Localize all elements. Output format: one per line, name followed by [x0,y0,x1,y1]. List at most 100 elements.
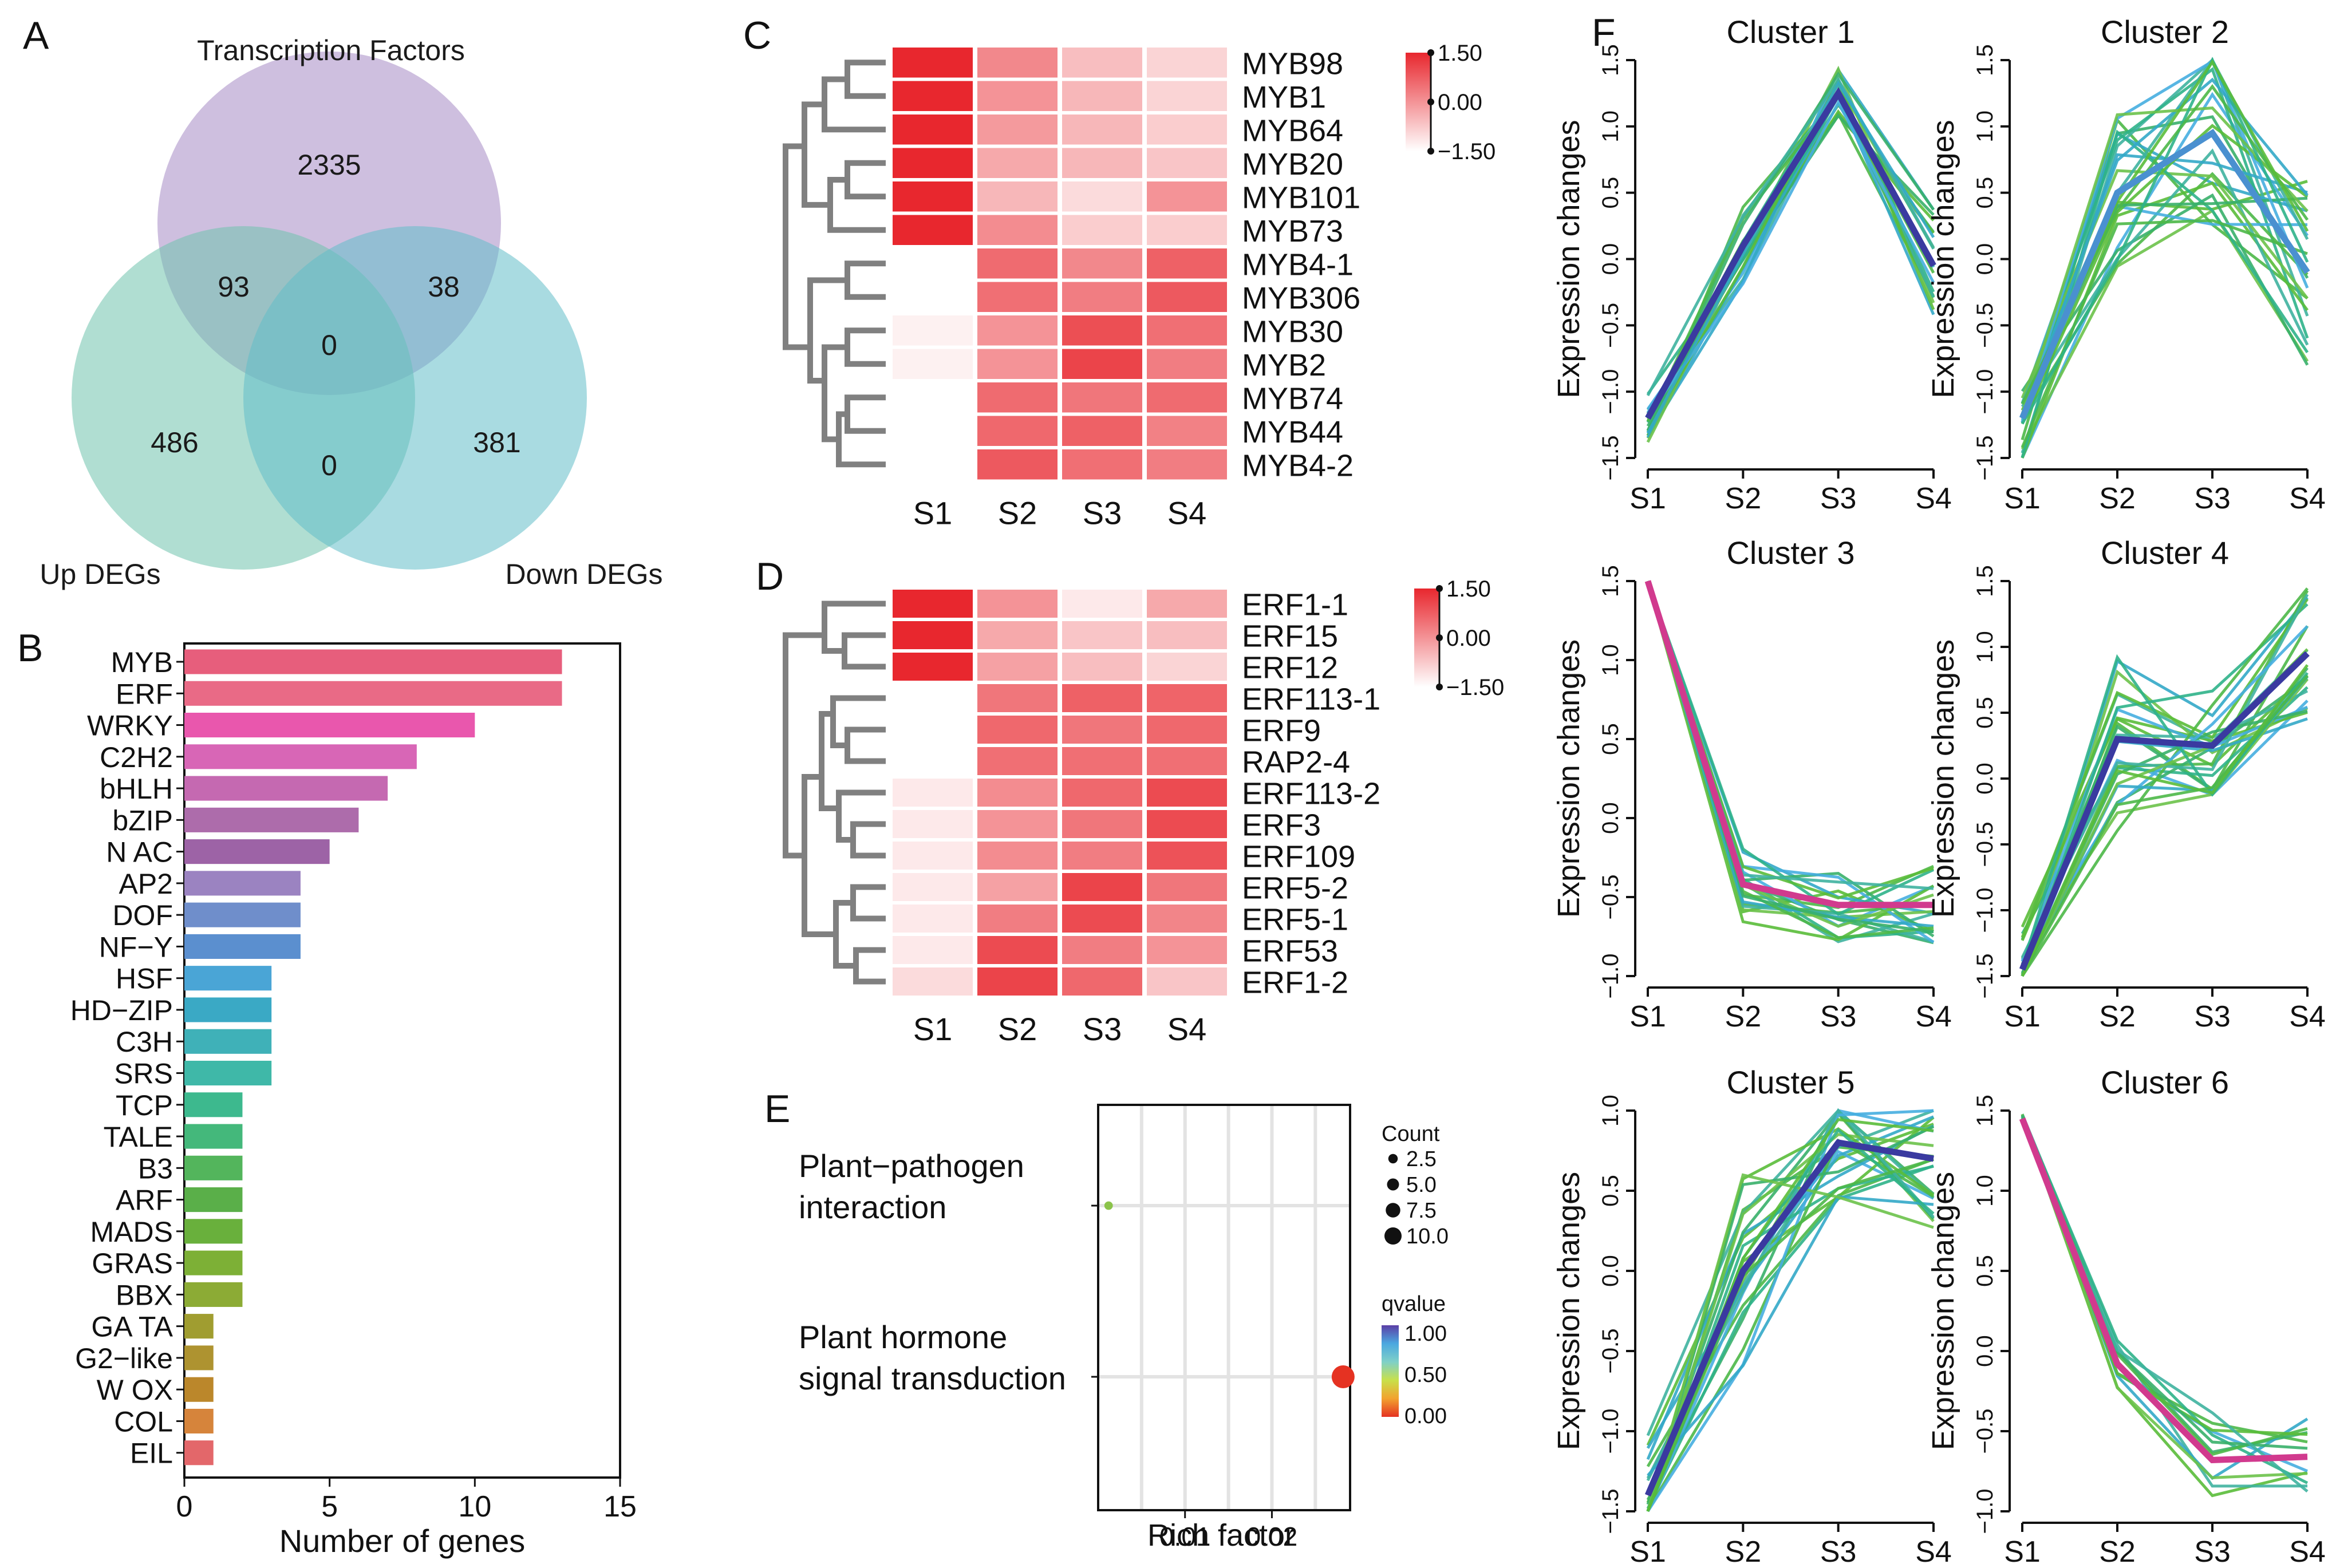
heat-d-cell-erf5-1-s3 [1062,905,1142,933]
bar-b-frame [183,642,621,1479]
cluster-4-xtick-label-s2: S2 [2099,1000,2136,1033]
heat-c-cell-myb4-1-s1 [893,248,973,279]
heat-d-row-label-erf1-1: ERF1-1 [1242,588,1348,622]
heat-d-legend-dot [1436,684,1443,690]
heat-d-row-label-erf113-1: ERF113-1 [1242,682,1380,717]
heat-d-cell-rap2-4-s2 [977,747,1058,775]
heat-d-row-label-erf1-2: ERF1-2 [1242,966,1348,1000]
bar-label-wrky: WRKY [87,710,173,742]
cluster-4-ytick-label: −1.5 [1972,954,1998,999]
cluster-1-ytick-label: 0.5 [1598,177,1623,209]
cluster-6-ytick-label: 0.0 [1972,1335,1998,1367]
heat-c-cell-myb44-s2 [977,416,1058,446]
cluster-4-ylabel: Expression changes [1926,639,1960,918]
bar-hd-zip [184,997,272,1022]
heat-c-cell-myb64-s4 [1147,114,1227,145]
bar-label-w-ox: W OX [97,1374,173,1406]
heat-c-row-label-myb4-2: MYB4-2 [1242,448,1354,483]
dot-e-size-legend-label-3: 10.0 [1406,1225,1449,1249]
bar-label-erf: ERF [116,678,173,710]
bar-label-hd-zip: HD−ZIP [70,994,173,1026]
cluster-6-ytick-label: 1.0 [1972,1175,1998,1207]
dot-e-label-signal-transduction: signal transduction [799,1360,1066,1396]
heat-d-cell-erf15-s3 [1062,621,1142,649]
heat-c-row-label-myb30: MYB30 [1242,314,1343,349]
cluster-6-xtick-label-s1: S1 [2004,1535,2041,1568]
cluster-2-xtick-label-s3: S3 [2194,482,2231,515]
cluster-2-member-line [2021,59,2309,422]
cluster-2-ytick-label: 1.5 [1972,44,1998,76]
cluster-6-xtick-label-s2: S2 [2099,1535,2136,1568]
cluster-4-ytick-label: −0.5 [1972,822,1998,867]
heat-d-row-label-rap2-4: RAP2-4 [1242,745,1350,780]
heat-d-cell-erf113-1-s1 [893,684,973,712]
cluster-5-member-line [1646,1138,1935,1512]
heat-c-cell-myb98-s2 [977,48,1058,78]
cluster-5-ytick-label: −1.5 [1598,1489,1623,1534]
cluster-5-title: Cluster 5 [1726,1064,1854,1100]
heat-c-cell-myb306-s3 [1062,282,1142,312]
cluster-4-title: Cluster 4 [2101,535,2229,571]
cluster-2-ytick-label: 0.0 [1972,243,1998,275]
cluster-5-ytick-label: 1.0 [1598,1095,1623,1127]
heat-c-col-label-s4: S4 [1167,495,1207,531]
bar-mads [184,1219,243,1244]
cluster-6-ytick-label: 1.5 [1972,1095,1998,1127]
bar-ga-ta [184,1314,214,1339]
dot-e-color-bar [1382,1325,1399,1417]
bar-bhlh [184,776,388,801]
bar-label-dof: DOF [112,899,173,931]
cluster-6-xtick-label-s3: S3 [2194,1535,2231,1568]
bar-label-c3h: C3H [116,1026,173,1058]
heat-d-cell-erf5-2-s3 [1062,873,1142,901]
heat-c-cell-myb2-s4 [1147,349,1227,379]
heat-c-cell-myb4-1-s2 [977,248,1058,279]
cluster-4-member-line [2021,678,2309,959]
venn-diagram: Transcription Factors Up DEGs Down DEGs … [40,34,662,590]
bar-ap2 [184,871,301,896]
heat-c-cell-myb4-2-s4 [1147,449,1227,480]
venn-set-label-up: Up DEGs [40,558,160,590]
dot-e-size-legend-label-0: 2.5 [1406,1147,1437,1171]
bar-myb [184,649,562,674]
cluster-3-ytick-label: 1.0 [1598,644,1623,676]
heat-d-cell-erf3-s1 [893,810,973,838]
heat-d-cell-erf113-1-s4 [1147,684,1227,712]
cluster-4-xtick-label-s1: S1 [2004,1000,2041,1033]
bar-bzip [184,807,359,832]
cluster-5-ytick-label: −0.5 [1598,1329,1623,1374]
venn-count-down-only: 381 [473,426,520,459]
heat-c-cell-myb44-s4 [1147,416,1227,446]
bar-b-xtick-label: 10 [458,1490,491,1523]
heat-c-cell-myb1-s1 [893,81,973,111]
bar-b-xtick-label: 0 [176,1490,193,1523]
cluster-2-member-line [2021,208,2309,450]
heat-d-cell-erf9-s2 [977,716,1058,744]
heat-c-cell-myb74-s3 [1062,382,1142,413]
bar-bbx [184,1282,243,1307]
heat-d-row-label-erf15: ERF15 [1242,619,1338,654]
cluster-4-centroid-line [2019,651,2310,971]
cluster-4-member-line [2021,664,2309,977]
dot-e-color-legend-label-0: 1.00 [1404,1322,1447,1346]
heat-c-row-label-myb1: MYB1 [1242,80,1326,114]
cluster-3-xtick-label-s4: S4 [1915,1000,1952,1033]
bar-srs [184,1060,272,1086]
dot-e-size-legend-label-2: 7.5 [1406,1199,1437,1223]
panel-label-b: B [17,626,43,670]
cluster-5-member-line [1646,1164,1934,1510]
venn-set-label-down: Down DEGs [505,558,662,590]
heat-d-legend-label-0: 1.50 [1446,576,1491,602]
cluster-2-ytick-label: 0.5 [1972,177,1998,209]
cluster-3-title: Cluster 3 [1726,535,1854,571]
heat-d-cell-erf53-s1 [893,936,973,964]
bar-label-bbx: BBX [116,1279,173,1311]
bar-label-hsf: HSF [116,963,173,995]
cluster-3-centroid-line [1644,580,1934,909]
bar-hsf [184,966,272,991]
heat-d-row-label-erf5-1: ERF5-1 [1242,903,1348,937]
cluster-3-xtick-label-s2: S2 [1725,1000,1762,1033]
heat-c-cell-myb44-s1 [893,416,973,446]
